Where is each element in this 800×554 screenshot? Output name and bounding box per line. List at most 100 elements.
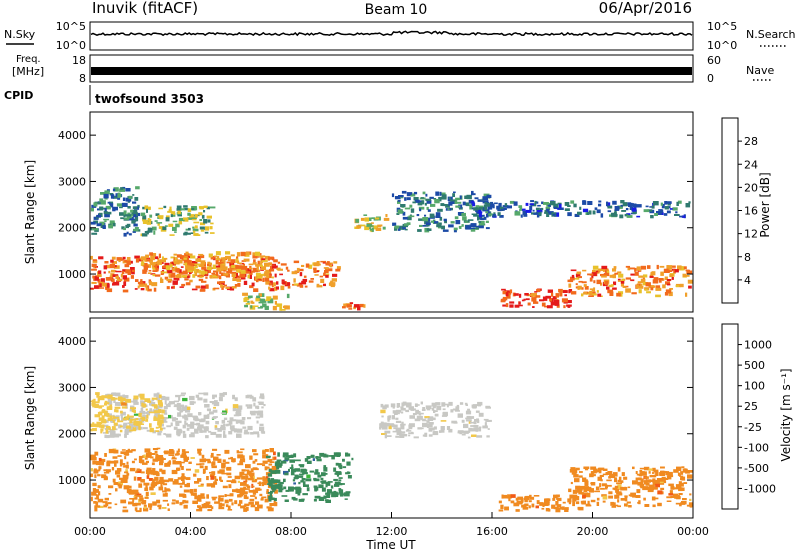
range-cell: [584, 493, 591, 498]
range-cell: [450, 409, 454, 413]
range-cell: [211, 506, 214, 510]
range-cell: [687, 474, 693, 479]
range-cell: [359, 224, 366, 227]
range-cell: [127, 212, 131, 215]
range-cell: [541, 201, 544, 205]
range-cell: [476, 435, 483, 438]
range-cell: [108, 400, 113, 405]
range-cell: [145, 469, 151, 475]
range-cell: [472, 227, 479, 230]
range-cell: [127, 206, 131, 209]
range-cell: [621, 278, 625, 282]
range-cell: [321, 481, 324, 484]
range-cell: [132, 201, 137, 204]
range-cell: [155, 453, 159, 458]
range-cell: [181, 449, 186, 453]
range-cell: [680, 471, 684, 475]
range-cell: [259, 493, 263, 497]
range-cell: [203, 274, 206, 277]
range-cell: [398, 195, 404, 198]
range-cell: [319, 452, 325, 456]
range-cell: [636, 489, 641, 494]
range-cell: [640, 483, 645, 489]
range-cell: [310, 454, 315, 458]
range-cell: [404, 197, 407, 201]
range-cell: [92, 482, 97, 487]
range-cell: [201, 458, 206, 463]
range-cell: [179, 404, 184, 408]
range-cell: [220, 264, 223, 269]
range-cell: [294, 459, 301, 462]
range-cell: [134, 197, 139, 201]
range-cell: [346, 304, 352, 308]
range-cell: [249, 498, 255, 502]
range-cell: [621, 210, 627, 212]
range-cell: [117, 455, 122, 457]
range-cell: [117, 194, 122, 198]
range-cell: [275, 286, 279, 290]
range-cell: [135, 418, 139, 421]
range-cell: [266, 506, 272, 509]
range-cell: [182, 495, 187, 498]
range-cell: [680, 502, 686, 505]
range-cell: [100, 200, 106, 205]
range-cell: [122, 269, 127, 272]
range-cell: [108, 224, 113, 229]
range-cell: [180, 392, 186, 395]
range-cell: [204, 404, 210, 408]
range-cell: [159, 462, 164, 466]
range-cell: [129, 420, 133, 424]
range-cell: [259, 426, 265, 431]
range-cell: [248, 490, 253, 493]
range-cell: [221, 469, 224, 474]
range-cell: [571, 494, 578, 497]
range-cell: [266, 455, 270, 459]
range-cell: [205, 276, 208, 279]
range-cell: [243, 505, 247, 508]
range-cell: [150, 456, 154, 459]
range-cell: [180, 410, 184, 412]
range-cell: [510, 500, 515, 504]
range-cell: [643, 497, 646, 501]
range-cell: [652, 504, 656, 508]
range-cell: [132, 489, 139, 494]
range-cell: [461, 433, 466, 436]
range-cell: [243, 297, 248, 303]
range-cell: [121, 271, 125, 275]
range-cell: [380, 409, 386, 414]
range-cell: [408, 434, 411, 437]
range-cell: [636, 266, 641, 271]
range-cell: [665, 289, 671, 294]
range-cell: [614, 206, 620, 210]
range-cell: [129, 498, 135, 500]
noise-right-tick-top: 10^5: [707, 20, 737, 33]
range-cell: [154, 256, 159, 260]
range-cell: [647, 265, 651, 269]
range-cell: [244, 488, 250, 490]
range-cell: [249, 410, 256, 415]
range-cell: [196, 422, 201, 426]
range-cell: [212, 264, 216, 269]
range-cell: [591, 471, 597, 474]
range-cell: [216, 256, 220, 260]
range-cell: [452, 193, 455, 197]
range-cell: [92, 428, 97, 432]
range-cell: [207, 460, 212, 464]
range-cell: [187, 269, 193, 272]
range-cell: [397, 200, 401, 204]
range-cell: [324, 269, 329, 274]
range-cell: [591, 474, 596, 477]
range-cell: [205, 271, 208, 275]
range-cell: [255, 487, 261, 491]
range-cell: [191, 288, 198, 291]
range-cell: [253, 431, 260, 435]
range-cell: [475, 210, 479, 213]
range-cell: [177, 412, 182, 417]
range-cell: [326, 268, 333, 272]
range-cell: [435, 212, 441, 216]
range-cell: [675, 285, 680, 287]
range-cell: [626, 213, 631, 216]
range-cell: [381, 433, 387, 435]
range-cell: [177, 434, 181, 437]
range-cell: [90, 221, 96, 225]
